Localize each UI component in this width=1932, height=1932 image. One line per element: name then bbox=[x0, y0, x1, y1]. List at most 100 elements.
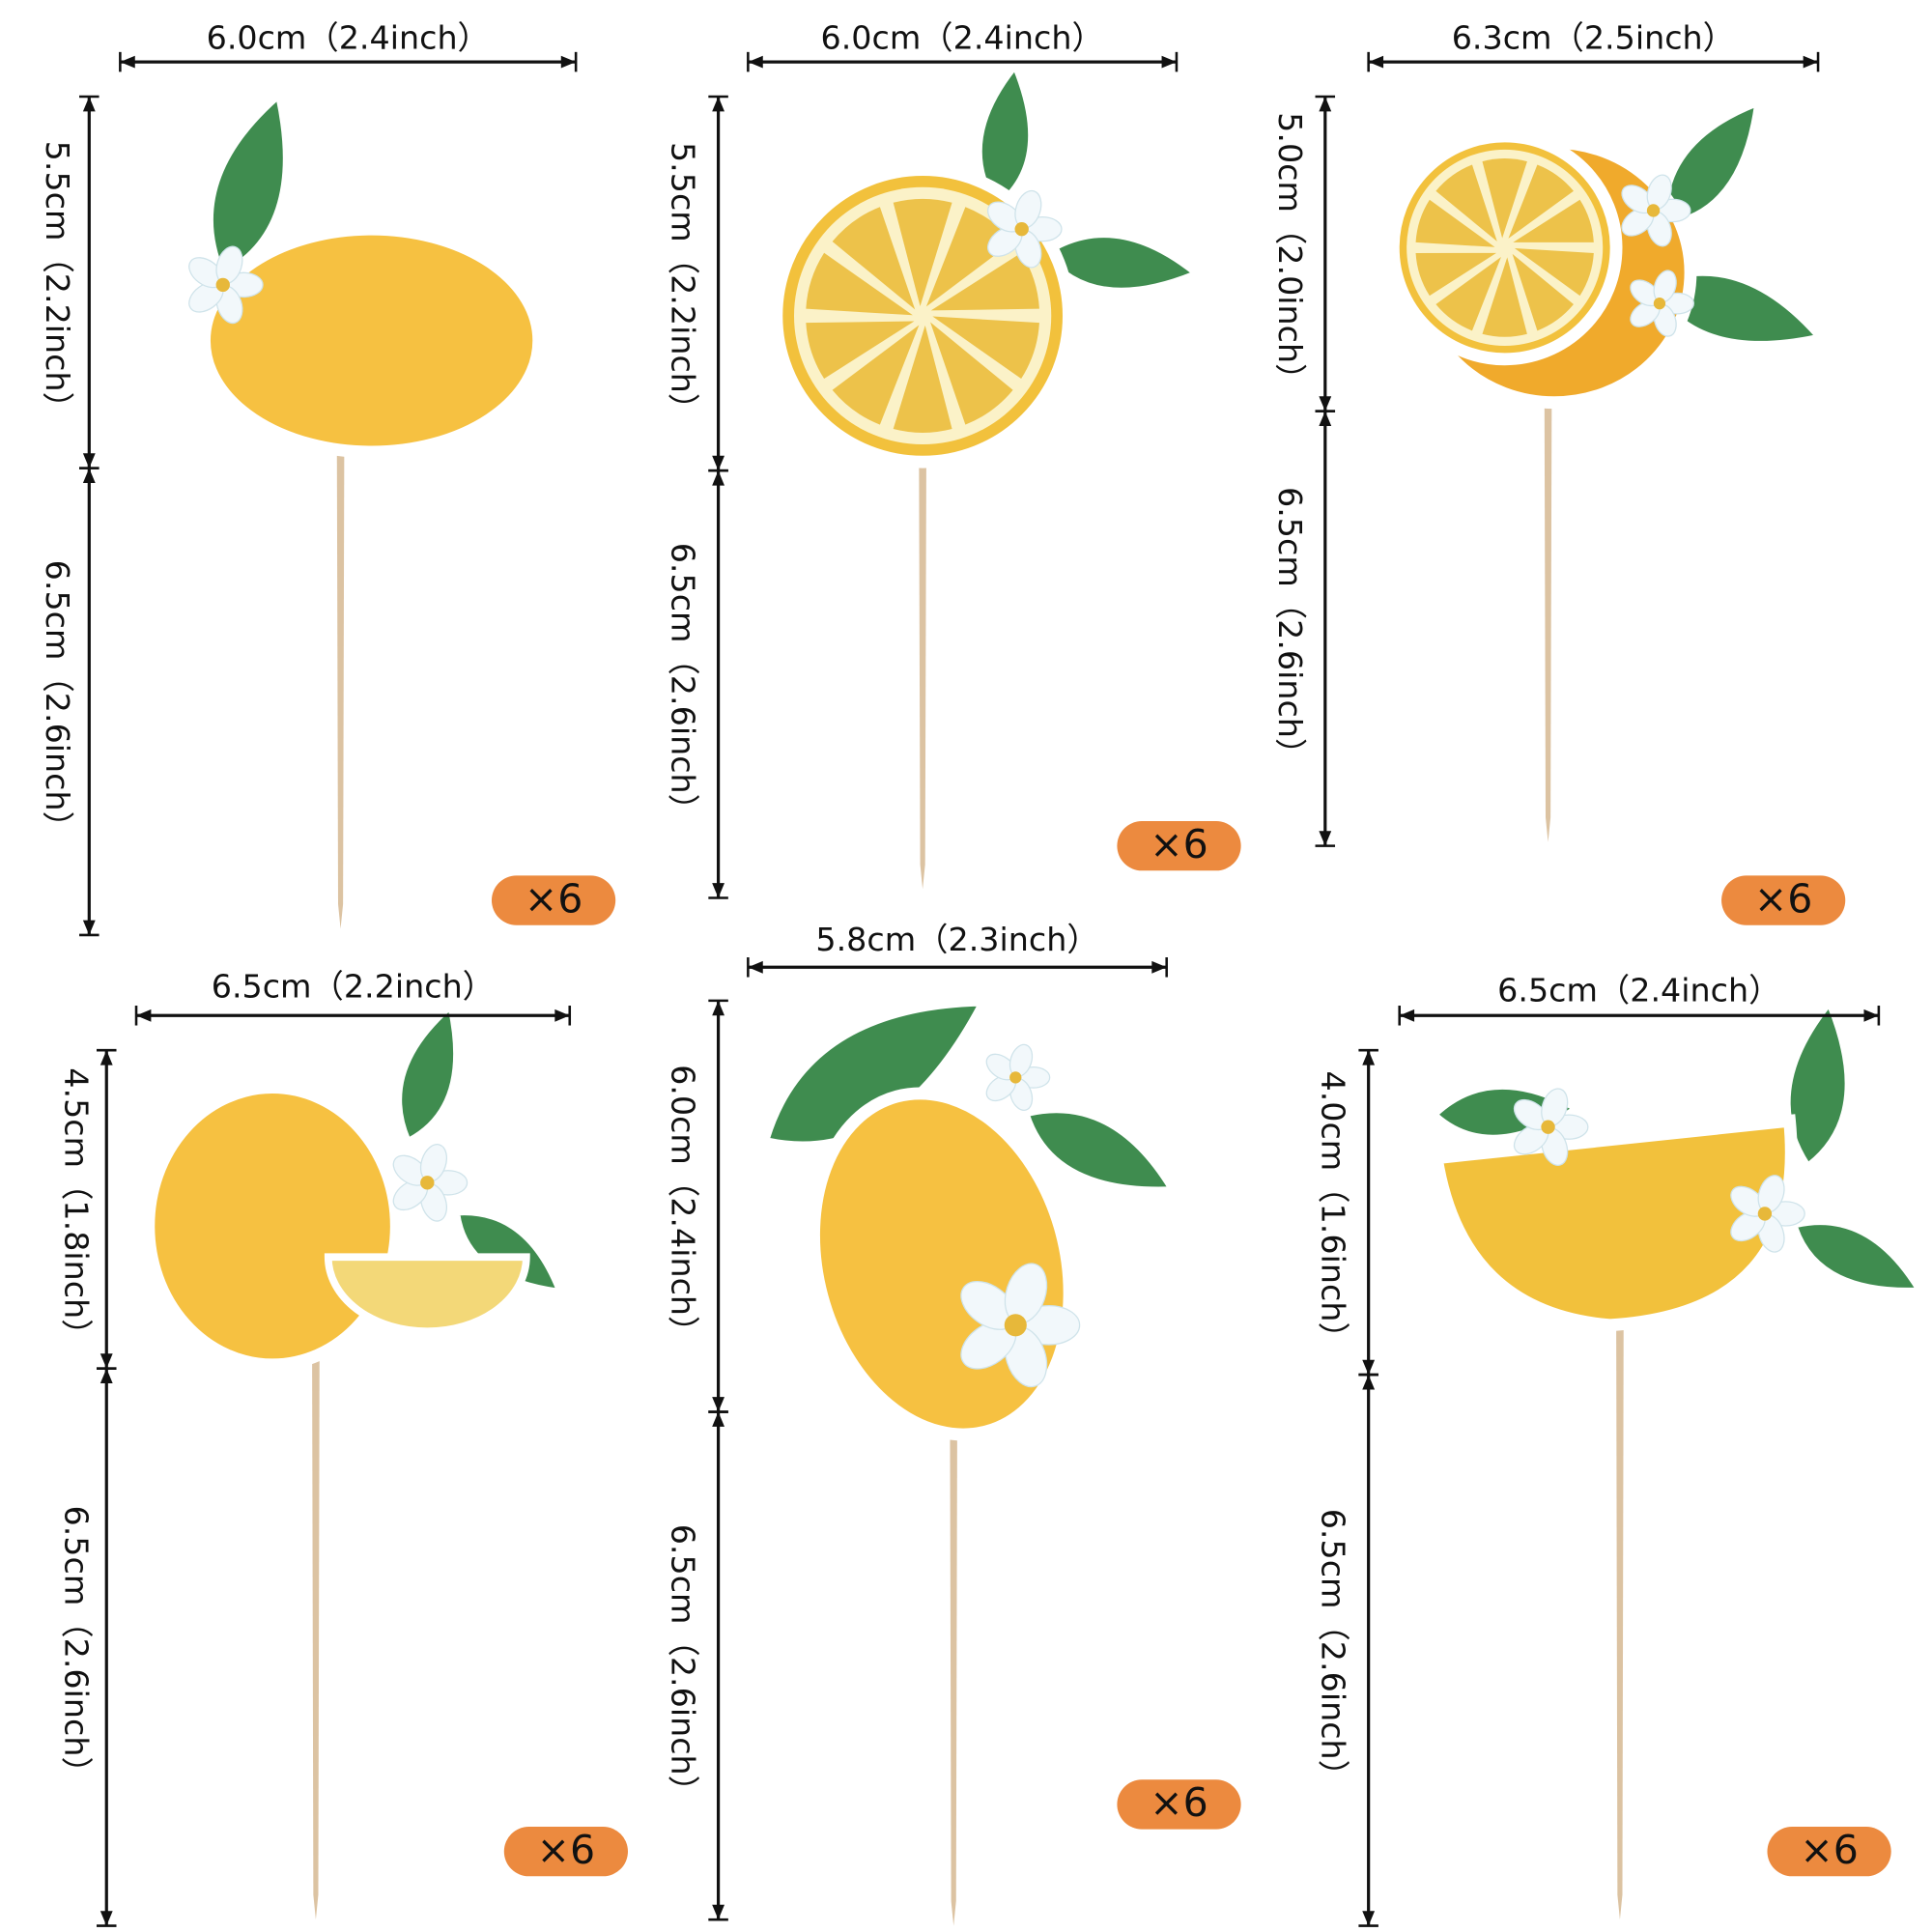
leaf bbox=[978, 65, 1033, 208]
stick bbox=[1544, 371, 1552, 842]
top-height-label: 6.0cm（2.4inch） bbox=[665, 1065, 702, 1348]
stick bbox=[919, 445, 926, 890]
arrowhead bbox=[1362, 1911, 1376, 1926]
stick-height-label: 6.5cm（2.6inch） bbox=[1315, 1509, 1352, 1792]
arrowhead bbox=[1151, 960, 1167, 974]
segment bbox=[1435, 164, 1497, 242]
stick bbox=[950, 1386, 958, 1926]
arrowhead bbox=[1319, 396, 1332, 412]
count-badge bbox=[1721, 875, 1846, 925]
topper-item: 6.5cm（2.2inch） 4.5cm（1.8inch） 6.5cm（2.6inc… bbox=[57, 968, 628, 1927]
flower-center bbox=[1653, 297, 1666, 310]
segment bbox=[1415, 199, 1495, 247]
top-height-label: 4.0cm（1.6inch） bbox=[1315, 1070, 1352, 1353]
width-label: 6.0cm（2.4inch） bbox=[207, 19, 490, 57]
flower-center bbox=[1009, 1071, 1022, 1084]
arrowhead bbox=[1161, 55, 1177, 69]
stick-height-label: 6.5cm（2.6inch） bbox=[39, 560, 76, 843]
arrowhead bbox=[712, 1000, 724, 1016]
segment bbox=[1482, 257, 1527, 337]
lemon-slice bbox=[324, 1253, 530, 1335]
arrowhead bbox=[1368, 55, 1384, 69]
top-height-label: 5.5cm（2.2inch） bbox=[665, 142, 702, 425]
flower-center bbox=[1646, 204, 1661, 217]
width-label: 6.5cm（2.2inch） bbox=[212, 968, 495, 1006]
flower-center bbox=[1014, 221, 1029, 237]
stick-height-label: 6.5cm（2.6inch） bbox=[665, 543, 702, 826]
leaf bbox=[1793, 1221, 1921, 1292]
topper-item: 6.3cm（2.5inch） 5.0cm（2.0inch） 6.5cm（2.6inc… bbox=[1271, 19, 1846, 925]
arrowhead bbox=[99, 1050, 113, 1065]
segment bbox=[1508, 164, 1574, 239]
arrowhead bbox=[1362, 1375, 1376, 1390]
flower-center bbox=[1004, 1314, 1027, 1337]
arrowhead bbox=[1319, 97, 1332, 112]
segment bbox=[925, 207, 1013, 307]
arrowhead bbox=[82, 453, 96, 469]
lemon bbox=[198, 222, 546, 459]
leaf bbox=[1663, 101, 1759, 225]
arrowhead bbox=[712, 470, 724, 486]
count-label: ×6 bbox=[525, 875, 582, 922]
arrowhead bbox=[712, 455, 724, 471]
topper-item: 6.0cm（2.4inch） 5.5cm（2.2inch） 6.5cm（2.6inc… bbox=[665, 19, 1241, 899]
width-label: 5.8cm（2.3inch） bbox=[815, 921, 1098, 958]
arrowhead bbox=[1319, 411, 1332, 427]
stick bbox=[1616, 1312, 1624, 1920]
segment bbox=[930, 322, 1013, 425]
stick bbox=[336, 433, 345, 929]
leaf bbox=[210, 95, 287, 275]
segment bbox=[806, 321, 915, 380]
arrowhead bbox=[1362, 1359, 1376, 1376]
stick-height-label: 6.5cm（2.6inch） bbox=[57, 1505, 95, 1788]
arrowhead bbox=[712, 883, 724, 898]
segment bbox=[932, 316, 1039, 380]
count-label: ×6 bbox=[1150, 1779, 1208, 1826]
count-label: ×6 bbox=[1754, 875, 1812, 922]
stick-height-label: 6.5cm（2.6inch） bbox=[665, 1524, 702, 1807]
segment bbox=[893, 198, 952, 306]
arrowhead bbox=[1319, 831, 1332, 846]
leaf bbox=[398, 1005, 457, 1143]
topper-item: 5.8cm（2.3inch） 6.0cm（2.4inch） 6.5cm（2.6inc… bbox=[665, 921, 1241, 1926]
arrowhead bbox=[1863, 1009, 1879, 1022]
top-height-label: 5.0cm（2.0inch） bbox=[1271, 112, 1309, 395]
segment bbox=[1514, 248, 1594, 297]
top-height-label: 4.5cm（1.8inch） bbox=[57, 1067, 95, 1350]
segment bbox=[893, 325, 952, 433]
arrowhead bbox=[120, 55, 135, 69]
arrowhead bbox=[99, 1353, 113, 1369]
arrowhead bbox=[136, 1009, 152, 1022]
count-badge bbox=[491, 875, 616, 925]
stick-height-label: 6.5cm（2.6inch） bbox=[1271, 487, 1309, 770]
segment bbox=[806, 252, 913, 316]
segment bbox=[1512, 253, 1574, 331]
arrowhead bbox=[748, 960, 763, 974]
flower-center bbox=[420, 1176, 435, 1190]
segment bbox=[832, 325, 920, 425]
count-label: ×6 bbox=[1150, 821, 1208, 867]
arrowhead bbox=[82, 97, 96, 112]
flower-center bbox=[1541, 1120, 1555, 1134]
count-badge bbox=[1117, 1779, 1241, 1830]
lemon bbox=[142, 1081, 403, 1372]
segment bbox=[1415, 252, 1497, 297]
count-label: ×6 bbox=[1800, 1827, 1858, 1873]
arrowhead bbox=[99, 1911, 113, 1926]
width-label: 6.0cm（2.4inch） bbox=[821, 19, 1104, 57]
stick bbox=[312, 1350, 320, 1920]
topper-item: 6.0cm（2.4inch） 5.5cm（2.2inch） 6.5cm（2.6inc… bbox=[39, 19, 616, 937]
arrowhead bbox=[82, 920, 96, 935]
width-label: 6.5cm（2.4inch） bbox=[1497, 971, 1780, 1009]
segment bbox=[1482, 158, 1527, 239]
segment bbox=[832, 207, 916, 310]
arrowhead bbox=[748, 55, 763, 69]
segment bbox=[1513, 199, 1594, 242]
count-badge bbox=[503, 1827, 628, 1877]
arrowhead bbox=[712, 1411, 724, 1427]
flower-center bbox=[1757, 1207, 1773, 1221]
count-badge bbox=[1117, 821, 1241, 871]
segment bbox=[930, 252, 1039, 311]
